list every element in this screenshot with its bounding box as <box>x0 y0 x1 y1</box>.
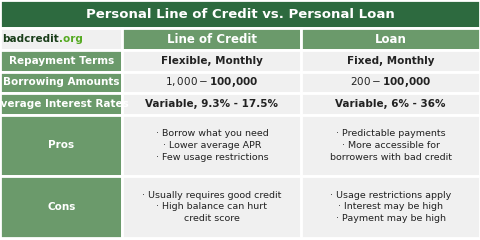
Bar <box>301 72 480 93</box>
Text: · Usage restrictions apply
· Interest may be high
· Payment may be high: · Usage restrictions apply · Interest ma… <box>330 191 451 223</box>
Text: Loan: Loan <box>375 33 407 46</box>
Text: Borrowing Amounts: Borrowing Amounts <box>3 77 120 87</box>
Bar <box>301 115 480 176</box>
Bar <box>0 28 122 50</box>
Bar <box>0 93 122 115</box>
Bar <box>122 50 301 72</box>
Text: Variable, 9.3% - 17.5%: Variable, 9.3% - 17.5% <box>145 99 278 109</box>
Text: Personal Line of Credit vs. Personal Loan: Personal Line of Credit vs. Personal Loa… <box>85 8 395 21</box>
Text: · Predictable payments
· More accessible for
borrowers with bad credit: · Predictable payments · More accessible… <box>330 129 452 162</box>
Bar <box>0 72 122 93</box>
Bar <box>122 93 301 115</box>
Text: · Borrow what you need
· Lower average APR
· Few usage restrictions: · Borrow what you need · Lower average A… <box>156 129 268 162</box>
Bar <box>122 28 301 50</box>
Bar <box>0 0 480 28</box>
Text: Cons: Cons <box>47 202 75 212</box>
Text: Repayment Terms: Repayment Terms <box>9 56 114 66</box>
Text: Variable, 6% - 36%: Variable, 6% - 36% <box>336 99 446 109</box>
Bar <box>122 115 301 176</box>
Bar <box>301 50 480 72</box>
Bar <box>0 115 122 176</box>
Bar <box>0 176 122 238</box>
Text: Average Interest Rates: Average Interest Rates <box>0 99 129 109</box>
Text: $200 - $100,000: $200 - $100,000 <box>350 75 432 89</box>
Text: Pros: Pros <box>48 140 74 150</box>
Text: Flexible, Monthly: Flexible, Monthly <box>161 56 263 66</box>
Text: · Usually requires good credit
· High balance can hurt
credit score: · Usually requires good credit · High ba… <box>142 191 282 223</box>
Bar <box>122 72 301 93</box>
Text: $1,000 - $100,000: $1,000 - $100,000 <box>165 75 259 89</box>
Text: Fixed, Monthly: Fixed, Monthly <box>347 56 434 66</box>
Bar <box>301 176 480 238</box>
Text: .org: .org <box>59 34 83 44</box>
Text: badcredit: badcredit <box>2 34 59 44</box>
Text: Line of Credit: Line of Credit <box>167 33 257 46</box>
Bar <box>301 93 480 115</box>
Bar <box>122 176 301 238</box>
Bar <box>0 50 122 72</box>
Bar <box>301 28 480 50</box>
